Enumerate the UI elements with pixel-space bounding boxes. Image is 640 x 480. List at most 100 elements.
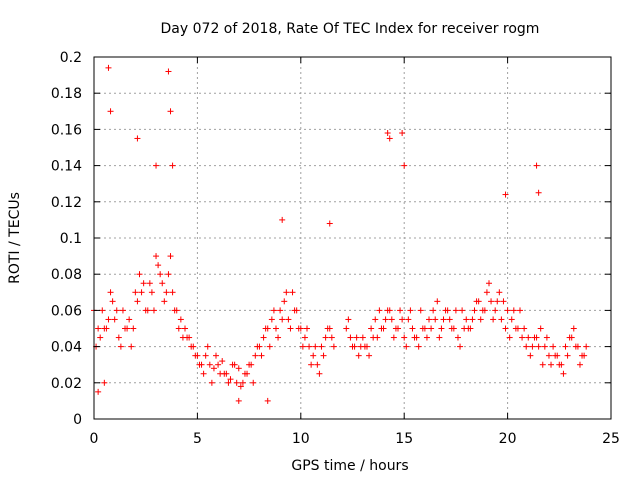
data-point	[163, 289, 170, 296]
data-point	[312, 343, 319, 350]
data-point	[502, 191, 509, 198]
data-point	[409, 325, 416, 332]
x-axis-ticks: 0 5 10 15 20 25	[90, 57, 620, 447]
data-point	[415, 343, 422, 350]
data-points	[91, 64, 590, 404]
data-point	[394, 325, 401, 332]
data-point	[184, 334, 191, 341]
data-point	[115, 334, 122, 341]
data-point	[537, 325, 544, 332]
data-point	[142, 307, 149, 314]
y-axis-ticks: 0 0.02 0.04 0.06 0.08 0.1 0.12 0.14 0.16 0.18 0.2	[51, 50, 611, 428]
data-point	[426, 316, 433, 323]
data-point	[225, 379, 232, 386]
data-point	[368, 325, 375, 332]
data-point	[119, 307, 126, 314]
data-point	[355, 352, 362, 359]
data-point	[477, 316, 484, 323]
data-point	[324, 325, 331, 332]
data-point	[372, 316, 379, 323]
data-point	[436, 334, 443, 341]
data-point	[322, 334, 329, 341]
data-point	[583, 343, 590, 350]
data-point	[213, 352, 220, 359]
data-point	[150, 307, 157, 314]
chart-title: Day 072 of 2018, Rate Of TEC Index for r…	[161, 21, 540, 37]
data-point	[268, 316, 275, 323]
data-point	[473, 298, 480, 305]
data-point	[535, 343, 542, 350]
data-point	[157, 271, 164, 278]
data-point	[490, 316, 497, 323]
data-point	[481, 307, 488, 314]
y-tick-label: 0.2	[60, 50, 82, 66]
data-point	[165, 68, 172, 75]
data-point	[301, 334, 308, 341]
data-point	[423, 334, 430, 341]
data-point	[401, 334, 408, 341]
data-point	[548, 361, 555, 368]
data-point	[264, 397, 271, 404]
data-point	[407, 307, 414, 314]
data-point	[529, 343, 536, 350]
data-point	[514, 325, 521, 332]
data-point	[419, 325, 426, 332]
data-point	[386, 135, 393, 142]
data-point	[306, 343, 313, 350]
data-point	[227, 376, 234, 383]
data-point	[287, 325, 294, 332]
data-point	[241, 370, 248, 377]
data-point	[345, 316, 352, 323]
data-point	[405, 316, 412, 323]
data-point	[126, 316, 133, 323]
data-point	[318, 343, 325, 350]
y-tick-label: 0.18	[51, 86, 82, 102]
data-point	[535, 189, 542, 196]
data-point	[237, 383, 244, 390]
data-point	[111, 316, 118, 323]
data-point	[463, 316, 470, 323]
data-point	[545, 352, 552, 359]
data-point	[471, 307, 478, 314]
data-point	[299, 343, 306, 350]
data-point	[359, 334, 366, 341]
data-point	[128, 343, 135, 350]
data-point	[343, 325, 350, 332]
data-point	[188, 343, 195, 350]
data-point	[215, 361, 222, 368]
data-point	[134, 135, 141, 142]
data-point	[533, 162, 540, 169]
data-point	[572, 343, 579, 350]
data-point	[146, 280, 153, 287]
data-point	[235, 365, 242, 372]
data-point	[500, 298, 507, 305]
data-point	[105, 316, 112, 323]
data-point	[169, 162, 176, 169]
data-point	[492, 307, 499, 314]
data-point	[564, 352, 571, 359]
y-tick-label: 0	[73, 412, 82, 428]
data-point	[167, 108, 174, 115]
data-point	[581, 352, 588, 359]
data-point	[508, 316, 515, 323]
data-point	[444, 307, 451, 314]
data-point	[469, 316, 476, 323]
data-point	[326, 220, 333, 227]
data-point	[204, 343, 211, 350]
data-point	[552, 352, 559, 359]
data-point	[523, 343, 530, 350]
data-point	[401, 162, 408, 169]
data-point	[570, 325, 577, 332]
data-point	[275, 334, 282, 341]
y-tick-label: 0.02	[51, 376, 82, 392]
data-point	[270, 307, 277, 314]
data-point	[504, 307, 511, 314]
data-point	[192, 352, 199, 359]
data-point	[153, 162, 160, 169]
x-axis-label: GPS time / hours	[291, 458, 408, 474]
data-point	[488, 298, 495, 305]
data-point	[277, 307, 284, 314]
data-point	[521, 325, 528, 332]
data-point	[202, 352, 209, 359]
data-point	[109, 298, 116, 305]
